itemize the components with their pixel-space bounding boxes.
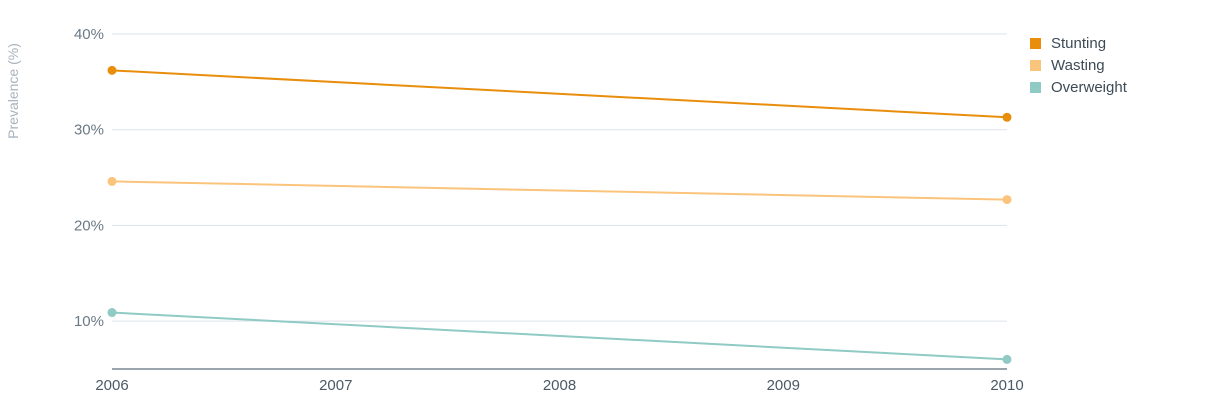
data-point[interactable] xyxy=(1002,112,1012,122)
y-tick-label: 10% xyxy=(74,313,104,330)
legend-item[interactable]: Stunting xyxy=(1030,35,1106,52)
legend-label: Overweight xyxy=(1051,79,1128,96)
y-tick-label: 20% xyxy=(74,217,104,234)
y-axis: 10% 20% 30% 40% xyxy=(74,26,104,330)
series-line xyxy=(111,69,1008,119)
x-tick-label: 2009 xyxy=(767,377,800,394)
legend: Stunting Wasting Overweight xyxy=(1030,35,1128,96)
y-axis-title: Prevalence (%) xyxy=(5,43,21,139)
gridlines xyxy=(112,33,1007,322)
y-tick-label: 40% xyxy=(74,26,104,43)
x-axis: 2006 2007 2008 2009 2010 xyxy=(95,368,1024,394)
x-tick-label: 2006 xyxy=(95,377,128,394)
data-point[interactable] xyxy=(1002,354,1012,364)
legend-swatch xyxy=(1030,38,1041,49)
series-overweight xyxy=(107,308,1012,364)
data-point[interactable] xyxy=(107,65,117,75)
legend-swatch xyxy=(1030,60,1041,71)
series-line xyxy=(111,180,1008,201)
x-tick-label: 2007 xyxy=(319,377,352,394)
legend-item[interactable]: Overweight xyxy=(1030,79,1128,96)
series-lines xyxy=(107,65,1012,364)
legend-label: Wasting xyxy=(1051,57,1105,74)
data-point[interactable] xyxy=(1002,195,1012,205)
legend-label: Stunting xyxy=(1051,35,1106,52)
legend-item[interactable]: Wasting xyxy=(1030,57,1105,74)
y-tick-label: 30% xyxy=(74,122,104,139)
data-point[interactable] xyxy=(107,308,117,318)
legend-swatch xyxy=(1030,82,1041,93)
series-line xyxy=(111,311,1008,361)
data-point[interactable] xyxy=(107,176,117,186)
series-stunting xyxy=(107,65,1012,122)
series-wasting xyxy=(107,176,1012,205)
x-tick-label: 2010 xyxy=(990,377,1023,394)
x-tick-label: 2008 xyxy=(543,377,576,394)
